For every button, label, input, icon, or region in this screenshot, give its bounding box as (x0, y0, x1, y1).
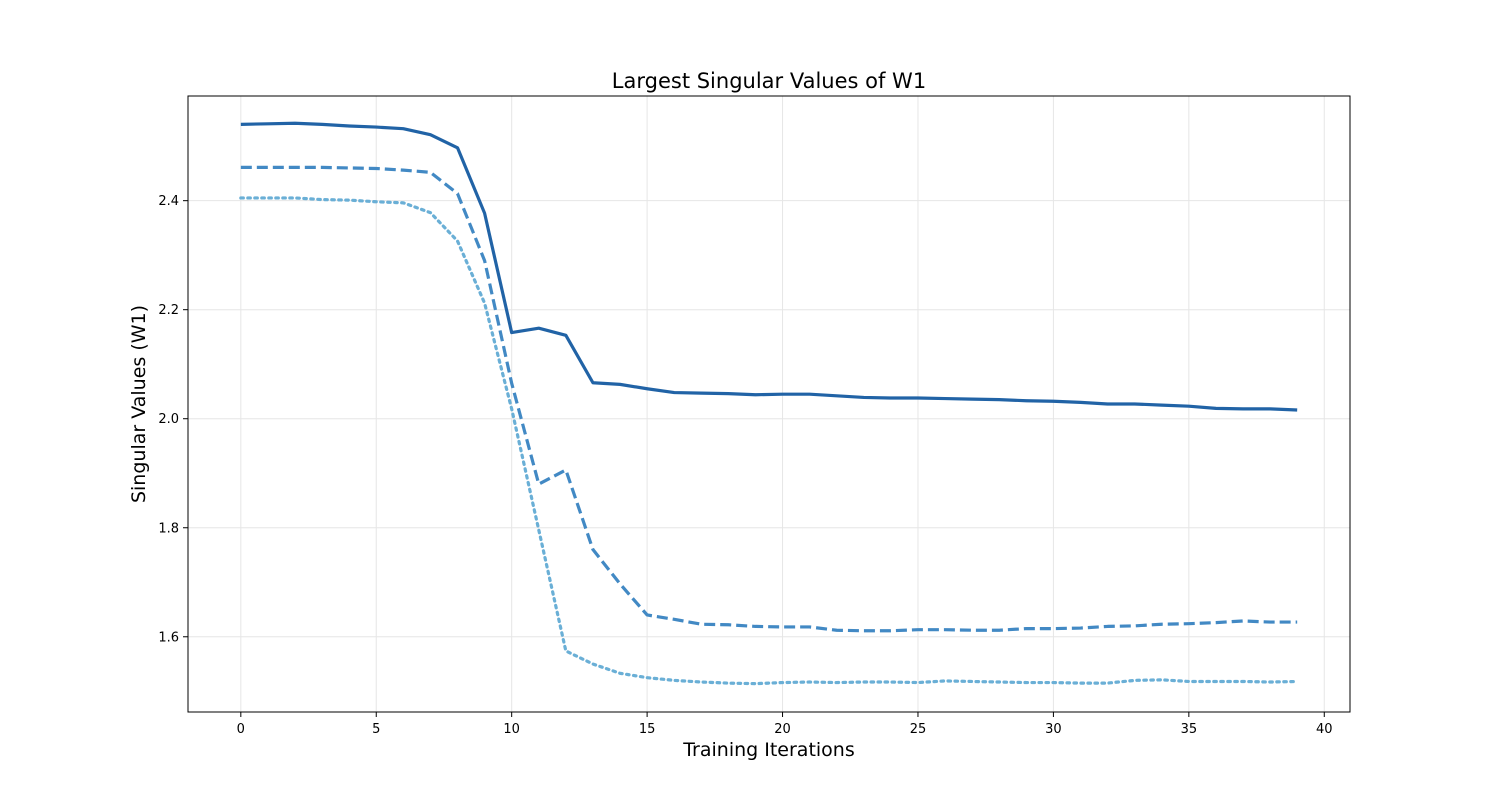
x-tick-label: 15 (639, 722, 656, 737)
y-tick-label: 1.6 (158, 630, 179, 645)
y-tick-label: 2.2 (158, 303, 179, 318)
y-tick-label: 2.0 (158, 412, 179, 427)
x-tick-label: 30 (1045, 722, 1062, 737)
y-tick-label: 1.8 (158, 521, 179, 536)
y-axis-label: Singular Values (W1) (128, 305, 150, 503)
ticks: 0 5 10 15 20 25 30 35 40 1.6 1.8 2.0 2.2 2.4 (158, 194, 1332, 737)
x-axis-label: Training Iterations (682, 739, 855, 761)
grid (188, 96, 1350, 712)
series-line-solid (240, 121, 1298, 412)
x-tick-label: 5 (372, 722, 380, 737)
plot-frame (187, 95, 1351, 713)
series-line-dotted (239, 196, 1299, 686)
x-tick-label: 10 (503, 722, 520, 737)
x-tick-label: 25 (910, 722, 927, 737)
x-tick-label: 35 (1181, 722, 1198, 737)
y-tick-label: 2.4 (158, 194, 179, 209)
x-tick-label: 20 (774, 722, 791, 737)
series-lines (239, 121, 1299, 686)
x-tick-label: 40 (1316, 722, 1333, 737)
x-tick-label: 0 (237, 722, 245, 737)
series-line-dashed (240, 165, 1298, 633)
chart-title: Largest Singular Values of W1 (612, 69, 926, 93)
